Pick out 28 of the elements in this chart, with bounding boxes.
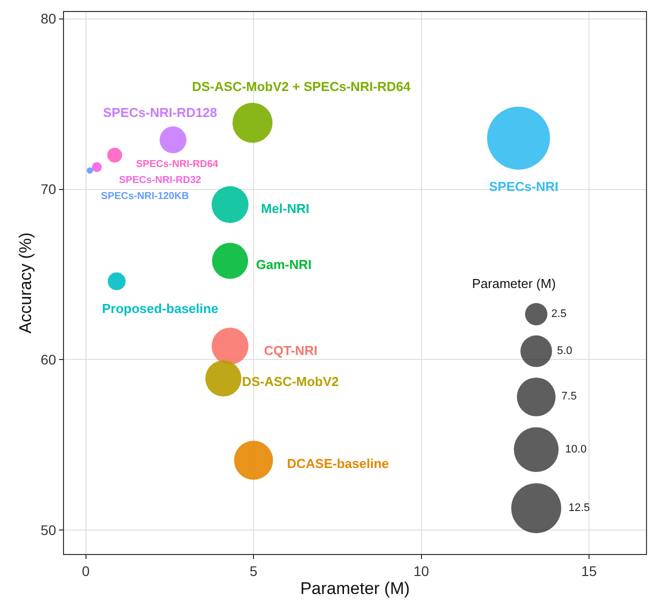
legend-label: 12.5 xyxy=(568,502,590,514)
x-tick-label: 10 xyxy=(413,562,430,579)
series-label: Gam-NRI xyxy=(256,257,312,272)
x-axis-title: Parameter (M) xyxy=(300,579,410,598)
y-tick-label: 80 xyxy=(40,10,56,27)
x-tick-label: 15 xyxy=(581,562,597,579)
legend-label: 7.5 xyxy=(561,390,577,403)
series-label: SPECs-NRI xyxy=(489,179,558,194)
legend-label: 2.5 xyxy=(551,308,566,320)
y-tick-label: 50 xyxy=(40,522,56,538)
series-label: CQT-NRI xyxy=(264,343,318,358)
y-tick-label: 70 xyxy=(40,181,56,198)
text: DS-ASC-MobV2 + SPECs-NRI-RD64 xyxy=(192,79,412,94)
legend-title: Parameter (M) xyxy=(472,276,556,291)
series-label: DS-ASC-MobV2 xyxy=(242,374,339,389)
series-label: SPECs-NRI-RD64 xyxy=(136,159,219,170)
series-label: Mel-NRI xyxy=(261,201,310,216)
y-axis-title: Accuracy (%) xyxy=(16,232,36,334)
x-tick-label: 5 xyxy=(250,562,258,579)
series-label: SPECs-NRI-RD128 xyxy=(103,105,218,120)
series-label: Proposed-baseline xyxy=(102,301,218,316)
legend-label: 10.0 xyxy=(565,443,587,456)
y-tick-label: 60 xyxy=(40,352,56,368)
series-label: DCASE-baseline xyxy=(287,456,389,471)
text: SPECs-NRI-120KB xyxy=(101,191,189,202)
series-label: SPECs-NRI-RD32 xyxy=(119,175,202,186)
legend-label: 5.0 xyxy=(556,344,572,357)
x-tick-label: 0 xyxy=(82,562,90,579)
